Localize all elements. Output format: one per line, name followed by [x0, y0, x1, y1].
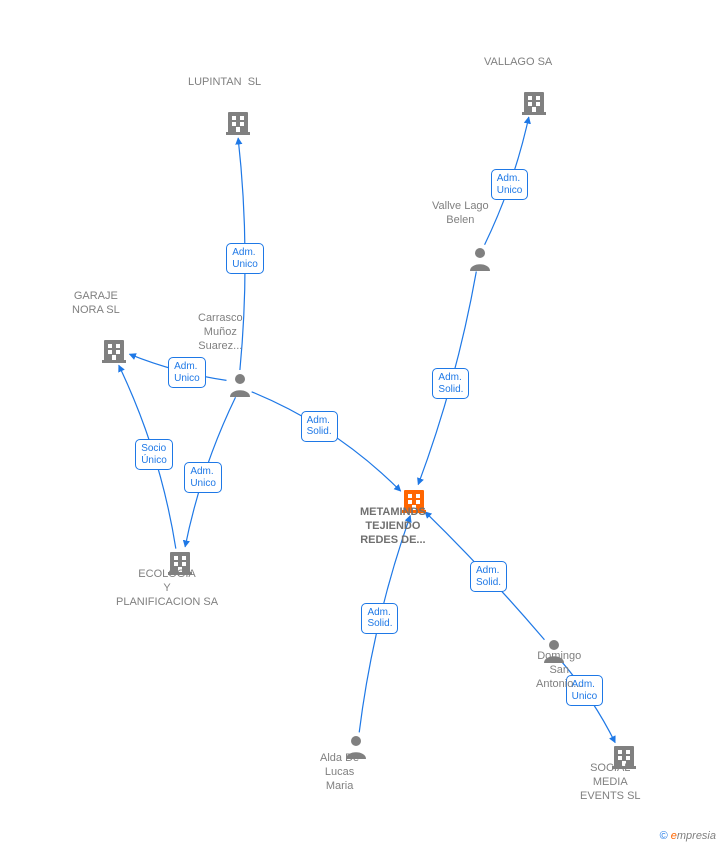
footer-brand: empresia [671, 830, 716, 842]
edge-label-e3: Adm. Unico [184, 462, 222, 493]
company-icon-lupintan[interactable] [226, 112, 250, 135]
edge-label-e4: Adm. Solid. [301, 411, 338, 442]
node-label-social: SOCIAL MEDIA EVENTS SL [580, 762, 641, 803]
edge-label-e9: Adm. Solid. [470, 561, 507, 592]
edge-label-e5: Socio Único [135, 439, 173, 470]
diagram-canvas [0, 0, 728, 850]
node-label-alda: Alda De Lucas Maria [320, 752, 359, 793]
company-icon-garaje[interactable] [102, 340, 126, 363]
node-label-garaje: GARAJE NORA SL [72, 290, 120, 318]
node-label-ecologia: ECOLOGIA Y PLANIFICACION SA [116, 568, 218, 609]
edge-label-e7: Adm. Solid. [432, 368, 469, 399]
edge-label-e1: Adm. Unico [226, 243, 264, 274]
edge-label-e6: Adm. Unico [491, 169, 529, 200]
person-icon-vallve[interactable] [470, 248, 490, 271]
node-label-vallago: VALLAGO SA [484, 56, 552, 70]
node-label-vallve: Vallve Lago Belen [432, 200, 489, 228]
node-label-domingo: Domingo San Antonio... [536, 650, 582, 691]
edge-label-e8: Adm. Solid. [361, 603, 398, 634]
person-icon-carrasco[interactable] [230, 374, 250, 397]
company-icon-vallago[interactable] [522, 92, 546, 115]
edge-label-e2: Adm. Unico [168, 357, 206, 388]
node-label-carrasco: Carrasco Muñoz Suarez... [198, 312, 243, 353]
node-label-metaminds: METAMINDS TEJIENDO REDES DE... [360, 506, 426, 547]
node-label-lupintan: LUPINTAN SL [188, 76, 261, 90]
footer-copyright: © empresia [660, 830, 716, 842]
copyright-symbol: © [660, 830, 668, 842]
